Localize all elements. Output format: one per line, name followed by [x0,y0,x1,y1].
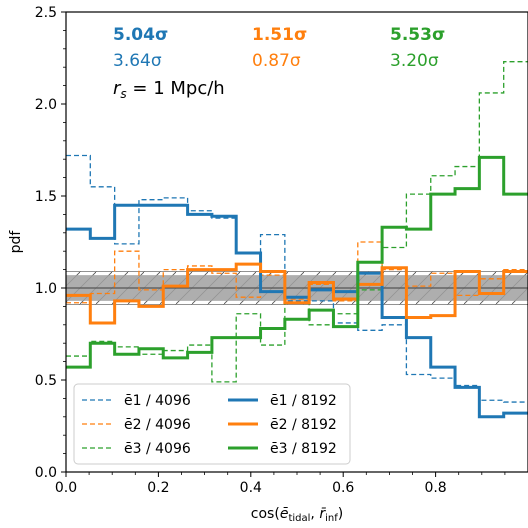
series-line-6 [66,155,528,369]
y-tick-label: 0.0 [35,465,57,481]
axes: 0.0 0.2 0.4 0.6 0.8 0.0 0.5 1.0 1.5 2.0 2.5 [35,5,528,496]
x-tick-label: 0.2 [147,480,169,496]
x-axis-label: cos(ētidal, r̄inf) [251,506,343,524]
legend-label: ē2 / 8192 [270,417,337,433]
y-tick-label: 1.0 [35,281,57,297]
y-tick-label: 1.5 [35,189,57,205]
legend-label: ē3 / 4096 [124,441,191,457]
histogram-series [66,61,528,419]
series-line-5 [66,262,528,325]
sigma-e3-top: 5.53σ [390,25,445,45]
legend-box [73,383,351,465]
x-tick-label: 0.8 [424,480,446,496]
y-tick-label: 2.0 [35,97,57,113]
rs-label: rs = 1 Mpc/h [113,78,225,101]
series-line-2 [66,241,528,304]
x-tick-label: 0.0 [55,480,77,496]
x-tick-label: 0.4 [240,480,262,496]
legend-label: ē3 / 8192 [270,441,337,457]
sigma-e1-top: 5.04σ [113,25,168,45]
y-axis-label: pdf [8,230,24,254]
legend-label: ē1 / 4096 [124,393,191,409]
legend-label: ē1 / 8192 [270,393,337,409]
legend-label: ē2 / 4096 [124,417,191,433]
sigma-e2-bottom: 0.87σ [252,51,301,71]
y-tick-label: 2.5 [35,5,57,21]
series-line-3 [66,61,528,383]
sigma-e2-top: 1.51σ [252,25,307,45]
legend: ē1 / 4096 ē1 / 8192 ē2 / 4096 ē2 / 8192 ē3 /… [73,383,351,465]
sigma-e1-bottom: 3.64σ [113,51,162,71]
sigma-e3-bottom: 3.20σ [390,51,439,71]
x-tick-label: 0.6 [332,480,354,496]
y-tick-label: 0.5 [35,373,57,389]
